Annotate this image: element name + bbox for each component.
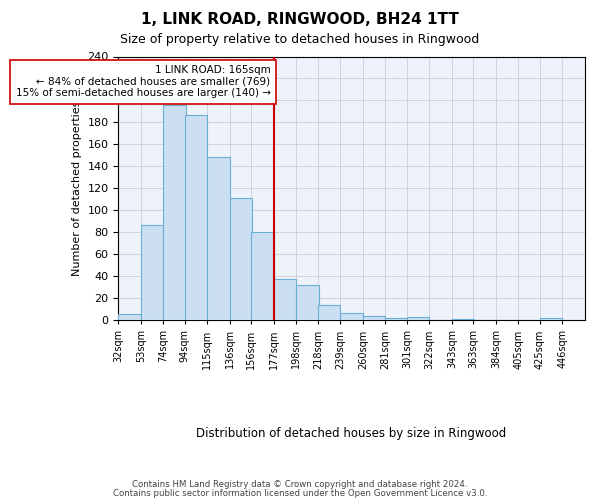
Text: 1, LINK ROAD, RINGWOOD, BH24 1TT: 1, LINK ROAD, RINGWOOD, BH24 1TT xyxy=(141,12,459,28)
Bar xyxy=(407,317,430,320)
Text: 1 LINK ROAD: 165sqm
← 84% of detached houses are smaller (769)
15% of semi-detac: 1 LINK ROAD: 165sqm ← 84% of detached ho… xyxy=(16,66,271,98)
Text: Contains public sector information licensed under the Open Government Licence v3: Contains public sector information licen… xyxy=(113,489,487,498)
Bar xyxy=(163,105,186,320)
Bar xyxy=(318,305,340,320)
Bar xyxy=(207,156,230,320)
Bar xyxy=(118,314,141,320)
X-axis label: Distribution of detached houses by size in Ringwood: Distribution of detached houses by size … xyxy=(196,427,507,440)
Bar xyxy=(185,114,207,320)
Bar xyxy=(540,318,562,320)
Bar xyxy=(141,224,163,320)
Text: Size of property relative to detached houses in Ringwood: Size of property relative to detached ho… xyxy=(121,32,479,46)
Bar xyxy=(452,319,475,320)
Bar xyxy=(230,198,253,320)
Bar xyxy=(251,232,274,320)
Bar xyxy=(385,318,408,320)
Bar xyxy=(296,285,319,320)
Text: Contains HM Land Registry data © Crown copyright and database right 2024.: Contains HM Land Registry data © Crown c… xyxy=(132,480,468,489)
Bar xyxy=(274,278,296,320)
Bar xyxy=(363,316,385,320)
Bar xyxy=(340,312,363,320)
Y-axis label: Number of detached properties: Number of detached properties xyxy=(71,100,82,276)
